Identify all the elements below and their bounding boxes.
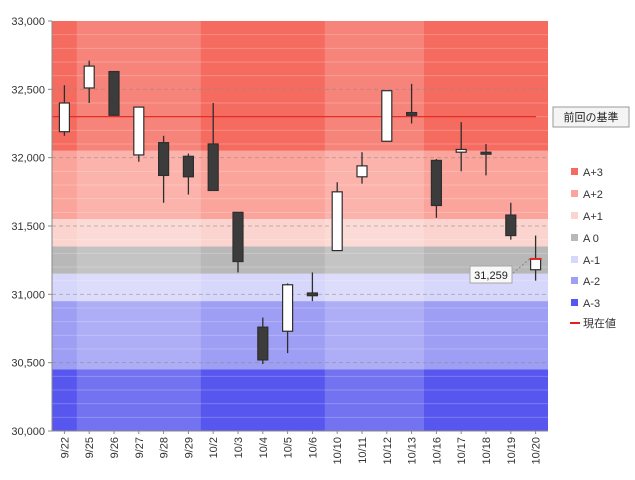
legend-label: A-2 [583,276,600,288]
candle-body [282,284,294,332]
y-tick-label: 33,000 [11,16,45,28]
legend-label: A+2 [583,189,603,201]
y-tick-label: 30,500 [11,358,45,370]
x-tick-label: 10/12 [382,437,394,465]
x-tick-label: 10/19 [506,437,518,465]
candle-body [158,142,170,177]
x-tick-label: 10/16 [431,437,443,465]
band-Aminus1 [52,273,548,302]
candle-body [356,165,368,178]
legend-label: A+1 [583,211,603,223]
candle-body [529,258,542,271]
candle-body [232,211,244,263]
x-tick-label: 10/10 [332,437,344,465]
x-tick-label: 10/5 [283,437,295,458]
current-value-label: 31,259 [474,270,508,282]
x-tick-label: 9/22 [59,437,71,458]
x-tick-label: 9/27 [134,437,146,458]
candle-body [505,214,517,237]
x-tick-label: 10/3 [233,437,245,458]
candle-body [182,155,194,178]
x-tick-label: 10/13 [407,437,419,465]
candle-body [257,326,269,361]
legend-swatch [571,299,578,306]
candle-body [133,106,145,156]
legend-swatch [571,277,578,284]
legend-label: 現在値 [583,317,616,330]
x-tick-label: 10/20 [531,437,543,465]
candle-body [207,143,219,192]
legend-label: A+3 [583,167,603,179]
band-A0 [52,246,548,274]
x-tick-label: 9/29 [183,437,195,458]
x-tick-label: 10/17 [456,437,468,465]
x-tick-label: 10/2 [208,437,220,458]
x-tick-label: 10/6 [307,437,319,458]
legend-label: A-1 [583,255,600,267]
current-value-box [469,265,513,284]
legend-swatch [571,212,578,219]
legend: A+3 A+2 A+1 A 0 A-1 A-2 A-3 現在値 [570,167,616,330]
current-value-callout: 31,259 [469,257,542,284]
candle-body [331,191,343,252]
axes: 30,000 30,500 31,000 31,500 32,000 32,500 33,0… [11,16,548,465]
candles-layer [58,60,542,365]
y-tick-label: 32,500 [11,84,45,96]
y-tick-label: 31,500 [11,221,45,233]
x-tick-label: 10/11 [357,437,369,464]
candle-body [306,292,318,297]
y-tick-label: 31,000 [11,289,45,301]
y-tick-label: 32,000 [11,153,45,165]
y-tick-label: 30,000 [11,426,45,438]
x-tick-label: 10/4 [258,437,270,458]
band-Aplus1 [52,219,548,247]
legend-label: A 0 [583,233,599,245]
candle-body [455,148,467,153]
band-Aminus3 [52,369,548,431]
candle-body [108,70,120,116]
reference-label: 前回の基準 [564,110,619,124]
legend-swatch [571,190,578,197]
legend-swatch [571,168,578,175]
x-tick-label: 9/26 [109,437,121,458]
candle-body [480,151,492,155]
legend-label: A-3 [583,298,600,310]
legend-swatch [571,256,578,263]
candle-body [381,90,393,142]
x-tick-label: 9/25 [84,437,96,458]
x-tick-label: 10/18 [481,437,493,465]
band-Aplus2 [52,150,548,220]
x-tick-label: 9/28 [159,437,171,458]
bands-layer [52,21,548,431]
band-Aminus2 [52,301,548,370]
candle-body [406,111,418,116]
legend-swatch [571,234,578,241]
candle-body [430,159,442,207]
candle-body [83,65,95,89]
reference-layer: 前回の基準 [52,106,630,128]
candle-body [58,102,71,133]
reference-label-box [552,106,630,128]
